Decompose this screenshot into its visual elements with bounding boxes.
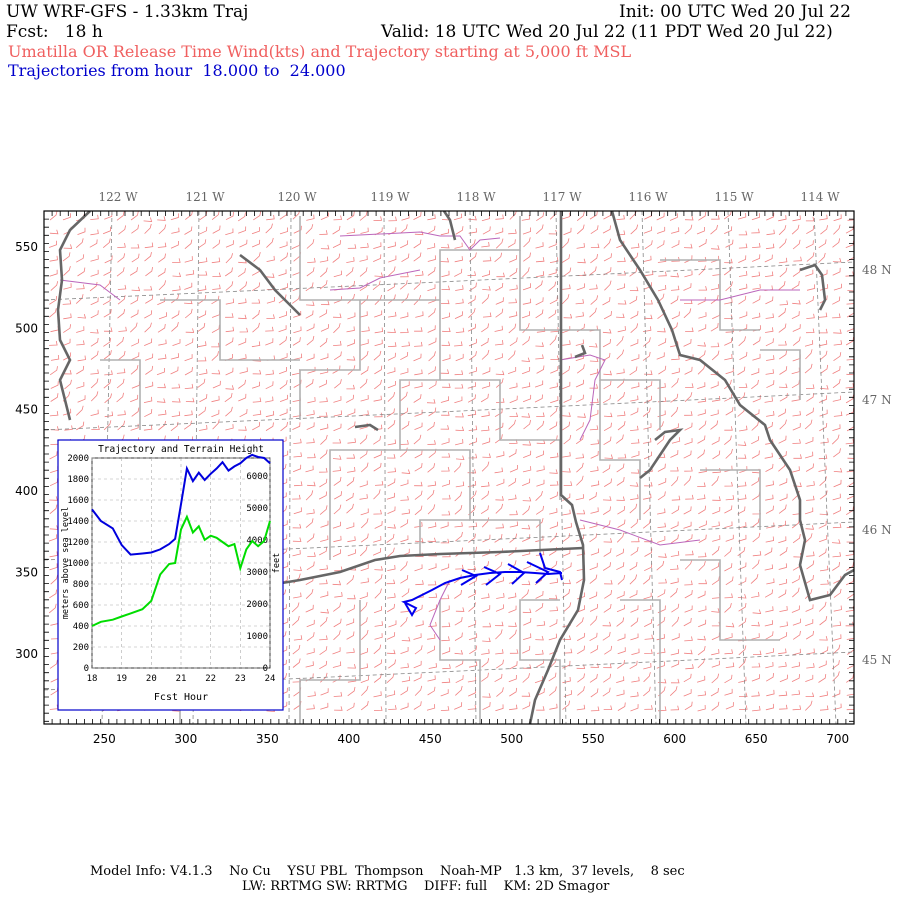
- latitude-label: 47 N: [862, 393, 892, 407]
- inset-frame: [57, 439, 284, 711]
- meridian-line: [641, 211, 657, 724]
- inset-y-left-tick: 1600: [67, 496, 89, 506]
- meridian-line: [555, 211, 567, 724]
- longitude-label: 121 W: [185, 190, 225, 204]
- longitude-label: 120 W: [277, 190, 317, 204]
- y-grid-label: 300: [15, 647, 38, 661]
- trajectory-hours: Trajectories from hour 18.000 to 24.000: [8, 61, 346, 80]
- inset-x-tick: 22: [205, 674, 216, 684]
- inset-x-tick: 21: [176, 674, 187, 684]
- inset-y-left-tick: 0: [84, 664, 89, 674]
- longitude-label: 118 W: [456, 190, 496, 204]
- x-grid-label: 500: [500, 732, 523, 746]
- latitude-label: 48 N: [862, 263, 892, 277]
- valid-time: Valid: 18 UTC Wed 20 Jul 22 (11 PDT Wed …: [381, 22, 833, 42]
- meridian-line: [383, 211, 387, 724]
- init-time: Init: 00 UTC Wed 20 Jul 22: [619, 2, 851, 22]
- lat-lon-grid: [44, 211, 854, 724]
- meridian-line: [727, 211, 747, 724]
- inset-xlabel: Fcst Hour: [154, 692, 208, 703]
- latitude-label: 46 N: [862, 523, 892, 537]
- x-grid-label: 350: [256, 732, 279, 746]
- inset-ylabel-left: meters above sea level: [61, 507, 71, 620]
- y-grid-label: 450: [15, 403, 38, 417]
- inset-x-tick: 18: [87, 674, 98, 684]
- inset-y-left-tick: 1400: [67, 517, 89, 527]
- parallel-line: [44, 521, 854, 561]
- inset-y-left-tick: 600: [73, 601, 89, 611]
- parallel-line: [44, 391, 854, 431]
- x-grid-label: 300: [174, 732, 197, 746]
- x-grid-label: 600: [663, 732, 686, 746]
- y-grid-label: 350: [15, 566, 38, 580]
- x-grid-label: 650: [745, 732, 768, 746]
- meridian-line: [469, 211, 477, 724]
- inset-x-tick: 20: [146, 674, 157, 684]
- longitude-label: 122 W: [98, 190, 138, 204]
- inset-y-right-tick: 5000: [246, 504, 268, 514]
- trajectory-height-line: [91, 453, 271, 556]
- terrain-height-line: [91, 514, 271, 627]
- longitude-label: 114 W: [800, 190, 840, 204]
- inset-x-tick: 23: [235, 674, 246, 684]
- y-grid-label: 550: [15, 240, 38, 254]
- x-grid-label: 450: [419, 732, 442, 746]
- inset-y-right-tick: 3000: [246, 568, 268, 578]
- y-grid-label: 500: [15, 321, 38, 335]
- longitude-label: 116 W: [628, 190, 668, 204]
- forecast-hour: Fcst: 18 h: [6, 22, 103, 42]
- inset-ylabel-right: feet: [272, 553, 282, 573]
- inset-y-left-tick: 2000: [67, 454, 89, 464]
- inset-x-tick: 24: [265, 674, 276, 684]
- latitude-label: 45 N: [862, 653, 892, 667]
- state-borders: [56, 211, 854, 724]
- inset-y-left-tick: 1800: [67, 475, 89, 485]
- inset-y-left-tick: 800: [73, 580, 89, 590]
- release-description: Umatilla OR Release Time Wind(kts) and T…: [8, 42, 632, 61]
- meridian-line: [288, 211, 292, 724]
- inset-y-right-tick: 1000: [246, 632, 268, 642]
- longitude-label: 115 W: [714, 190, 754, 204]
- x-grid-label: 400: [337, 732, 360, 746]
- y-grid-label: 400: [15, 484, 38, 498]
- inset-y-right-tick: 2000: [246, 600, 268, 610]
- footer-model-info: Model Info: V4.1.3 No Cu YSU PBL Thompso…: [90, 864, 685, 879]
- meridian-line: [813, 211, 837, 724]
- model-title: UW WRF-GFS - 1.33km Traj: [6, 2, 249, 22]
- map-frame-ticks: [43, 210, 854, 724]
- parallel-line: [44, 651, 854, 691]
- inset-y-right-tick: 0: [263, 664, 268, 674]
- longitude-labels: 122 W 121 W 120 W 119 W 118 W 117 W 116 W 115 W…: [98, 190, 840, 204]
- longitude-label: 117 W: [542, 190, 582, 204]
- trajectory-path: [401, 552, 563, 617]
- x-grid-label: 700: [826, 732, 849, 746]
- inset-y-left-tick: 1200: [67, 538, 89, 548]
- inset-tick-labels: 18 19 20 21 22 23 2402004006008001000120014001…: [67, 454, 275, 684]
- x-grid-label: 250: [93, 732, 116, 746]
- x-grid-labels: 250 300 350 400 450 500 550 600 650 700: [93, 732, 849, 746]
- parallel-line: [44, 261, 854, 301]
- inset-y-left-tick: 400: [73, 622, 89, 632]
- y-grid-labels: 550 500 450 400 350 300: [15, 240, 38, 661]
- inset-title: Trajectory and Terrain Height: [98, 444, 264, 455]
- inset-y-left-tick: 1000: [67, 559, 89, 569]
- x-grid-label: 550: [582, 732, 605, 746]
- inset-y-right-tick: 4000: [246, 536, 268, 546]
- inset-y-left-tick: 200: [73, 643, 89, 653]
- inset-trajectory-chart: Trajectory and Terrain Height 18 19 20 21 22…: [57, 439, 284, 711]
- lakes-rivers: [59, 231, 800, 641]
- longitude-label: 119 W: [370, 190, 410, 204]
- inset-series: [91, 453, 271, 627]
- latitude-labels: 48 N 47 N 46 N 45 N: [862, 263, 892, 667]
- footer-physics-info: LW: RRTMG SW: RRTMG DIFF: full KM: 2D Sm…: [242, 879, 610, 894]
- tick-marks: [43, 210, 854, 724]
- inset-grid: [91, 457, 271, 669]
- inset-y-right-tick: 6000: [246, 472, 268, 482]
- inset-x-tick: 19: [116, 674, 127, 684]
